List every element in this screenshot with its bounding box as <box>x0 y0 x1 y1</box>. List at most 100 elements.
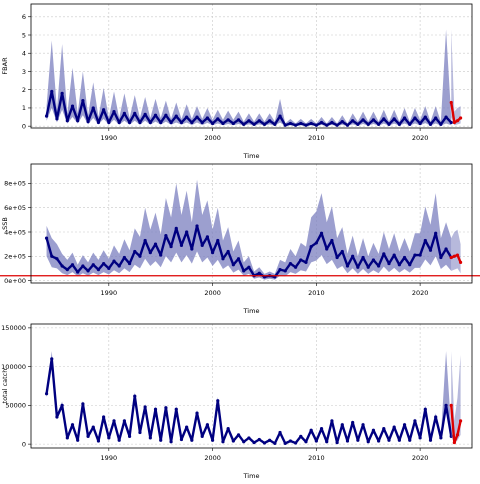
data-point <box>418 436 422 440</box>
data-point <box>185 115 189 119</box>
x-axis-title: Time <box>243 152 260 160</box>
data-point <box>231 263 235 267</box>
data-point <box>330 120 334 125</box>
forecast-line <box>450 405 462 444</box>
data-point <box>44 236 49 240</box>
data-point <box>91 425 95 429</box>
data-point <box>221 257 225 261</box>
data-point <box>278 430 282 435</box>
data-point <box>122 255 126 260</box>
data-point <box>200 243 204 247</box>
data-point <box>81 264 85 268</box>
data-point <box>226 118 230 122</box>
data-point <box>133 249 137 254</box>
y-tick-label: 0 <box>22 440 26 448</box>
data-point <box>117 264 121 268</box>
data-point <box>153 113 158 117</box>
data-point <box>371 428 376 432</box>
data-point <box>148 436 152 440</box>
data-point <box>143 112 147 116</box>
data-point <box>397 122 401 126</box>
x-tick-label: 2010 <box>308 289 325 297</box>
data-point <box>226 427 230 431</box>
y-tick-label: 100000 <box>1 363 26 371</box>
data-point <box>330 419 334 423</box>
data-point <box>221 440 225 444</box>
data-point <box>418 121 422 126</box>
data-point <box>319 427 324 431</box>
data-point <box>309 428 313 432</box>
x-tick-label: 1990 <box>101 134 118 142</box>
data-point <box>50 254 54 258</box>
data-point <box>247 436 251 440</box>
data-point <box>216 238 220 243</box>
forecast-point <box>449 403 453 407</box>
data-point <box>65 436 69 440</box>
data-point <box>366 122 370 126</box>
data-point <box>299 258 303 262</box>
data-point <box>356 438 360 442</box>
data-point <box>96 120 101 125</box>
data-point <box>195 411 199 415</box>
data-point <box>153 407 158 411</box>
data-point <box>449 120 453 125</box>
data-point <box>210 438 215 442</box>
x-tick-label: 2020 <box>412 134 429 142</box>
data-point <box>127 434 132 438</box>
data-point <box>70 423 75 427</box>
data-point <box>294 123 298 127</box>
data-point <box>278 268 282 272</box>
data-point <box>133 394 137 398</box>
data-point <box>112 259 116 263</box>
data-point <box>314 123 318 127</box>
data-point <box>143 238 147 243</box>
data-point <box>164 234 168 238</box>
data-point <box>76 438 80 442</box>
data-point <box>288 439 293 443</box>
data-point <box>304 260 308 264</box>
data-point <box>190 438 194 442</box>
data-point <box>402 423 407 427</box>
data-point <box>387 261 391 266</box>
data-point <box>335 123 339 127</box>
data-point <box>428 248 433 252</box>
data-point <box>148 251 152 255</box>
data-point <box>216 399 220 403</box>
data-point <box>247 119 251 123</box>
data-point <box>408 122 412 126</box>
data-point <box>288 121 293 126</box>
data-point <box>335 255 339 260</box>
data-point <box>392 117 396 121</box>
data-point <box>55 415 59 419</box>
data-point <box>107 120 111 125</box>
data-point <box>273 122 277 126</box>
forecast-point <box>455 433 460 437</box>
plot-frame <box>30 323 473 449</box>
x-axis-title: Time <box>243 307 260 315</box>
data-point <box>210 121 215 126</box>
forecast-point <box>455 253 460 257</box>
data-point <box>351 420 355 425</box>
data-point <box>351 254 355 258</box>
data-point <box>268 438 272 442</box>
data-point <box>434 116 438 120</box>
data-point <box>169 244 173 249</box>
y-tick-label: 50000 <box>5 402 26 410</box>
data-point <box>423 115 427 119</box>
data-point <box>174 407 178 411</box>
data-point <box>242 269 246 273</box>
data-point <box>257 271 261 275</box>
data-point <box>351 119 355 123</box>
data-point <box>392 253 396 257</box>
x-tick-label: 2020 <box>412 289 429 297</box>
data-point <box>423 238 427 243</box>
data-point <box>236 433 241 437</box>
data-point <box>44 114 49 118</box>
data-point <box>179 437 184 442</box>
data-point <box>133 111 137 116</box>
forecast-point <box>458 419 463 423</box>
data-point <box>439 255 443 260</box>
panel-3: 1990 2000 2010 2020 0 50000 100000 150000 Time to… <box>1 323 473 480</box>
